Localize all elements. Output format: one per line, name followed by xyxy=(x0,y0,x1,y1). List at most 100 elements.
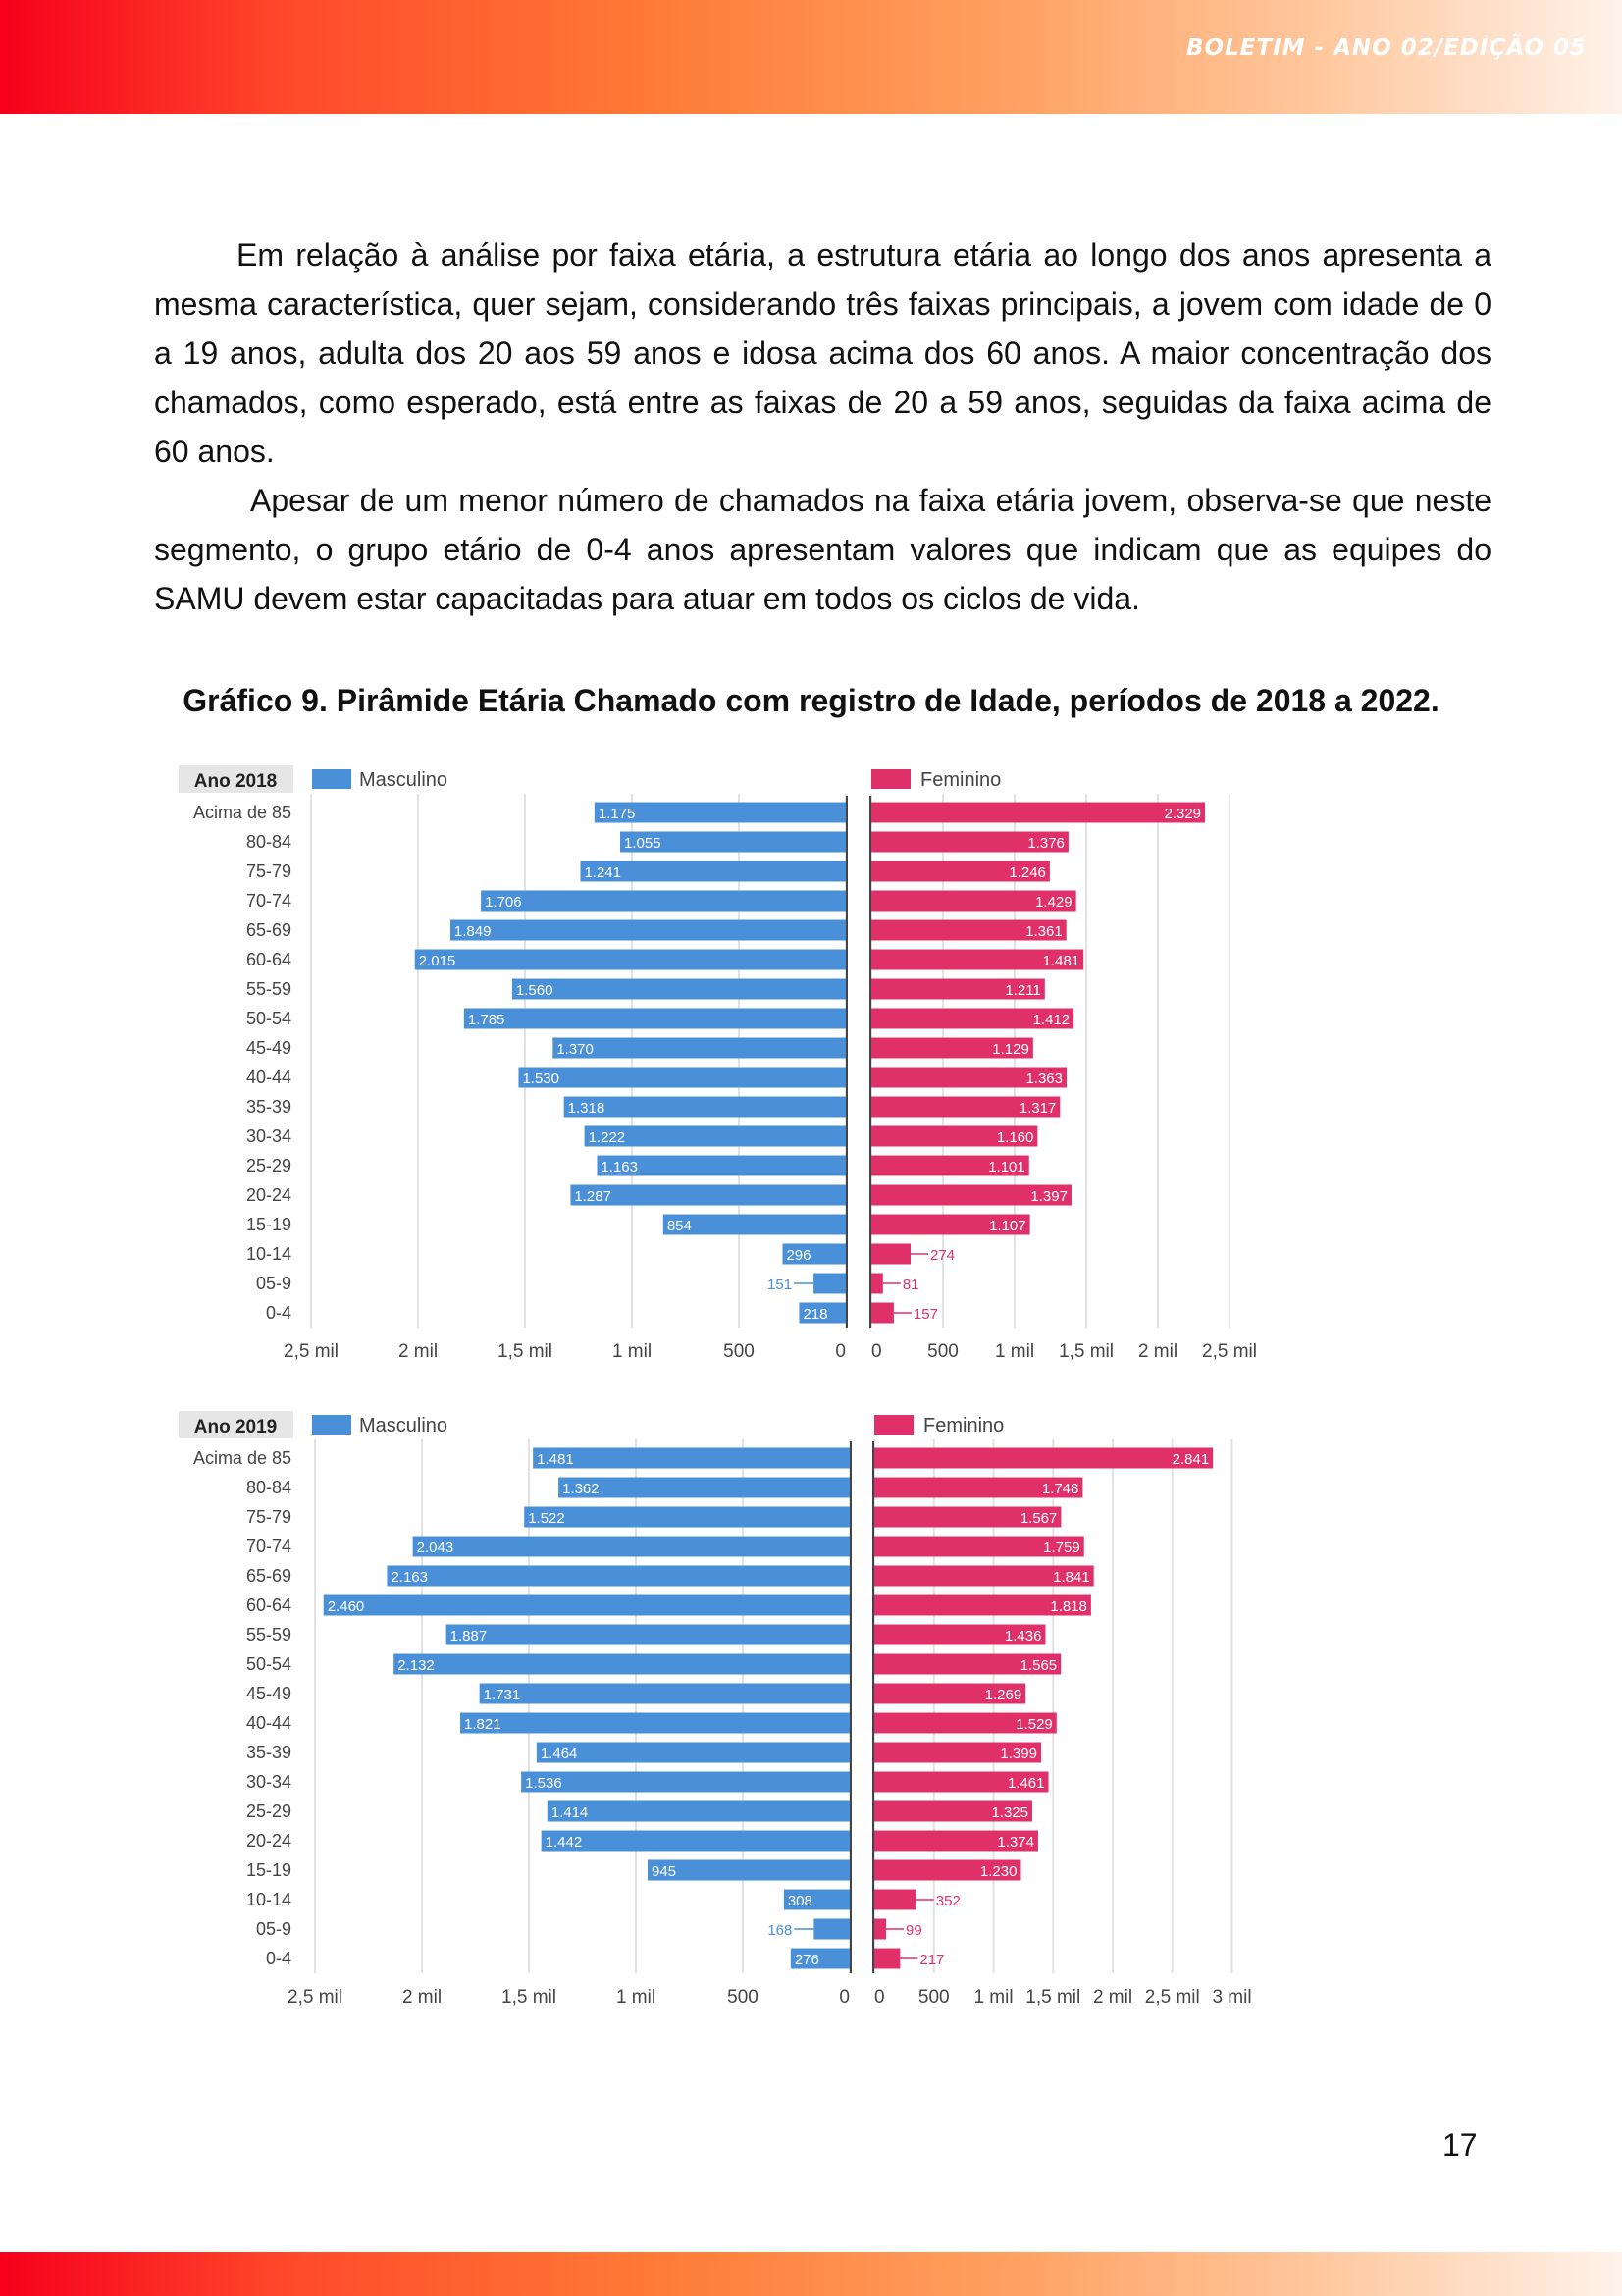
male-bar-label: 2.015 xyxy=(419,953,456,969)
x-tick-label: 1 mil xyxy=(612,1341,652,1362)
category-label: 45-49 xyxy=(246,1684,291,1703)
male-bar xyxy=(547,1800,850,1822)
x-tick-label: 1 mil xyxy=(995,1341,1034,1362)
male-bar-label: 1.318 xyxy=(568,1100,605,1117)
female-bar xyxy=(874,1506,1062,1528)
female-bar-label: 2.329 xyxy=(1164,806,1201,822)
year-tag: Ano 2018 xyxy=(194,771,277,792)
female-bar-label: 99 xyxy=(906,1922,922,1939)
female-bar xyxy=(871,978,1045,1000)
category-label: 75-79 xyxy=(246,1507,291,1527)
male-bar xyxy=(813,1918,850,1940)
female-bar xyxy=(871,831,1069,853)
female-bar xyxy=(874,1565,1094,1587)
category-label: 80-84 xyxy=(246,1478,291,1497)
male-bar xyxy=(387,1565,850,1587)
male-bar-label: 1.370 xyxy=(556,1041,594,1058)
male-bar xyxy=(536,1742,850,1763)
male-bar-label: 2.132 xyxy=(397,1657,435,1674)
x-tick-label: 0 xyxy=(874,1987,885,2008)
female-bar-label: 2.841 xyxy=(1173,1451,1210,1468)
male-bar-label: 1.362 xyxy=(562,1481,600,1497)
category-label: 40-44 xyxy=(246,1713,291,1733)
category-label: 50-54 xyxy=(246,1654,291,1674)
category-label: 15-19 xyxy=(246,1215,291,1234)
male-bar-label: 945 xyxy=(652,1863,676,1880)
category-label: Acima de 85 xyxy=(193,803,291,822)
legend-label-female: Feminino xyxy=(920,769,1001,791)
male-bar-label: 2.460 xyxy=(328,1598,365,1615)
male-bar xyxy=(782,1243,846,1265)
year-tag-bg xyxy=(179,1411,293,1438)
male-bar-label: 1.849 xyxy=(454,923,492,940)
female-bar xyxy=(871,1214,1030,1235)
category-label: 05-9 xyxy=(256,1919,291,1939)
female-bar xyxy=(874,1830,1038,1852)
bulletin-label: BOLETIM - ANO 02/EDIÇÃO 05 xyxy=(1185,35,1587,61)
female-bar-label: 1.230 xyxy=(980,1863,1018,1880)
x-tick-label: 3 mil xyxy=(1212,1987,1251,2008)
legend-label-female: Feminino xyxy=(923,1415,1004,1436)
category-label: 75-79 xyxy=(246,861,291,881)
x-tick-label: 2 mil xyxy=(1093,1987,1132,2008)
female-bar xyxy=(874,1447,1214,1469)
female-bar-label: 1.107 xyxy=(989,1218,1026,1234)
paragraph-2: Apesar de um menor número de chamados na… xyxy=(154,483,1491,616)
category-label: 50-54 xyxy=(246,1009,291,1028)
male-bar-label: 1.287 xyxy=(574,1188,611,1205)
female-bar-label: 274 xyxy=(930,1247,955,1264)
x-tick-label: 2 mil xyxy=(398,1341,438,1362)
female-bar xyxy=(874,1477,1083,1498)
male-bar xyxy=(620,831,846,853)
category-label: 35-39 xyxy=(246,1743,291,1762)
female-bar xyxy=(871,1243,912,1265)
male-bar-label: 296 xyxy=(786,1247,811,1264)
male-bar-label: 1.175 xyxy=(599,806,636,822)
male-bar-label: 2.043 xyxy=(417,1539,454,1556)
x-tick-label: 0 xyxy=(839,1987,850,2008)
category-label: 80-84 xyxy=(246,832,291,852)
category-label: 10-14 xyxy=(246,1890,291,1909)
female-bar-label: 81 xyxy=(903,1277,919,1293)
category-label: 65-69 xyxy=(246,920,291,940)
female-bar-label: 1.361 xyxy=(1025,923,1063,940)
category-label: 0-4 xyxy=(266,1949,291,1968)
female-bar-label: 1.481 xyxy=(1043,953,1080,969)
category-label: 60-64 xyxy=(246,1595,291,1615)
female-bar-label: 1.412 xyxy=(1033,1012,1071,1028)
female-bar xyxy=(874,1771,1049,1793)
male-bar xyxy=(521,1771,850,1793)
male-bar xyxy=(662,1214,846,1235)
female-bar xyxy=(871,1155,1029,1176)
female-bar xyxy=(871,890,1076,912)
female-bar-label: 1.818 xyxy=(1050,1598,1087,1615)
male-bar-label: 276 xyxy=(795,1952,819,1968)
x-tick-label: 0 xyxy=(871,1341,882,1362)
female-bar xyxy=(871,1273,883,1294)
female-bar-label: 1.529 xyxy=(1016,1716,1053,1733)
x-tick-label: 2,5 mil xyxy=(284,1341,339,1362)
female-bar xyxy=(871,861,1050,882)
male-bar xyxy=(597,1155,846,1176)
x-tick-label: 2 mil xyxy=(1138,1341,1177,1362)
male-bar xyxy=(460,1712,850,1734)
category-label: 30-34 xyxy=(246,1126,291,1146)
paragraph-1: Em relação à análise por faixa etária, a… xyxy=(154,237,1491,469)
female-bar-label: 1.461 xyxy=(1008,1775,1045,1792)
female-bar-label: 1.748 xyxy=(1042,1481,1079,1497)
female-bar xyxy=(871,919,1067,941)
x-tick-label: 1,5 mil xyxy=(1025,1987,1080,2008)
male-bar xyxy=(511,978,846,1000)
category-label: 65-69 xyxy=(246,1566,291,1586)
female-bar xyxy=(871,1008,1074,1029)
male-bar xyxy=(580,861,846,882)
year-tag-bg xyxy=(179,765,293,793)
male-bar-label: 1.442 xyxy=(546,1834,583,1851)
female-bar-label: 1.429 xyxy=(1035,894,1073,911)
male-bar xyxy=(594,802,846,823)
female-bar xyxy=(874,1859,1021,1881)
female-bar-label: 1.565 xyxy=(1020,1657,1058,1674)
male-bar xyxy=(558,1477,850,1498)
pyramid-2019-svg: Ano 2019 Masculino Feminino Acima de 85 1.48… xyxy=(179,1411,1252,2008)
male-bar-label: 218 xyxy=(803,1306,827,1323)
